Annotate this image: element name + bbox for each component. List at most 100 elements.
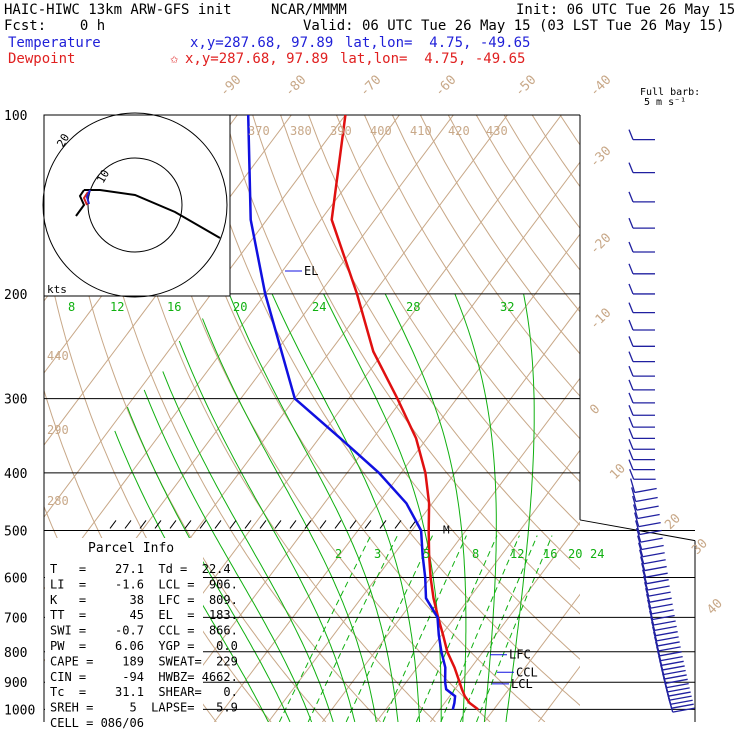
wind-barb-flag	[632, 495, 638, 511]
parcel-bg	[45, 538, 203, 722]
pressure-label: 1000	[4, 703, 35, 718]
mixing-ratio-label: 24	[590, 547, 604, 561]
dry-adiabat	[56, 115, 327, 722]
parcel-row: LI = -1.6 LCL = 906.	[50, 577, 238, 591]
parcel-row: T = 27.1 Td = 22.4	[50, 562, 231, 576]
dry-adiabat	[112, 115, 436, 722]
wind-barb-flag	[634, 512, 640, 527]
mixing-ratio-label: 20	[568, 547, 582, 561]
pressure-label: 900	[4, 676, 27, 691]
pressure-label: 800	[4, 646, 27, 661]
moist-adiabat	[454, 293, 497, 722]
wind-barb	[657, 641, 680, 647]
wind-barb-flag	[628, 283, 634, 295]
moist-adiabat	[323, 293, 442, 722]
wind-barb-flag	[628, 459, 634, 470]
hodograph-ring-label: 20	[54, 132, 72, 150]
hodograph-trace-red	[82, 191, 89, 206]
hash-mark	[259, 520, 267, 529]
parcel-info-box: Parcel Info T = 27.1 Td = 22.4LI = -1.6 L…	[45, 538, 238, 730]
wind-barb	[648, 591, 671, 597]
wind-barb	[672, 707, 695, 713]
dry-adiabat	[588, 115, 740, 722]
wind-barb	[661, 660, 684, 666]
wind-barb-flag	[628, 319, 634, 331]
parcel-row: SREH = 5 LAPSE= 5.9	[50, 701, 238, 715]
wind-barb	[667, 687, 690, 693]
forecast-hour: Fcst: 0 h	[4, 18, 106, 34]
mixing-ratio-line	[415, 535, 498, 722]
wind-barb-flag	[628, 217, 634, 229]
wind-barb	[643, 559, 666, 565]
moist-adiabat	[143, 389, 313, 722]
hodograph-ring-label: 10	[94, 168, 112, 186]
moist-adiabat	[271, 293, 421, 722]
theta-label: 400	[370, 124, 392, 138]
hash-mark	[154, 520, 162, 529]
wind-barb	[658, 646, 681, 652]
mixing-ratio-label: 8	[68, 300, 75, 314]
dewpoint-xy: x,y=287.68, 97.89	[185, 51, 329, 67]
isotherm-label: -90	[217, 73, 244, 100]
pressure-label: 600	[4, 572, 27, 587]
isotherm-line	[44, 115, 346, 518]
mixing-ratio-label: 32	[500, 300, 514, 314]
mixing-ratio-line	[440, 535, 520, 722]
moist-adiabat	[228, 293, 399, 722]
mixing-ratio-label: 16	[167, 300, 181, 314]
wind-barb-flag	[628, 438, 634, 450]
ccl-marker: CCL	[516, 665, 538, 679]
wind-barb-flag	[628, 263, 634, 275]
wind-barb	[650, 603, 673, 609]
theta-label: 380	[290, 124, 312, 138]
moist-adiabat	[505, 293, 535, 722]
hash-mark	[184, 520, 192, 529]
mixing-ratio-lines	[114, 293, 553, 722]
dry-adiabat	[196, 115, 580, 706]
wind-barb-flag	[628, 302, 634, 313]
dry-adiabat	[308, 115, 580, 526]
wind-barbs: Full barb:5 m s⁻¹	[628, 87, 700, 713]
wind-barb	[636, 505, 659, 511]
isotherm-label: -50	[512, 73, 539, 100]
theta-label: 390	[330, 124, 352, 138]
wind-barb-flag	[642, 569, 648, 584]
wind-barb	[642, 552, 665, 558]
pressure-label: 300	[4, 393, 27, 408]
mixing-ratio-label: 2	[335, 547, 342, 561]
wind-barb	[659, 651, 682, 657]
wind-barb	[671, 703, 694, 709]
dry-adiabat	[252, 115, 580, 615]
dry-adiabat	[336, 115, 580, 483]
hash-mark	[379, 520, 387, 529]
wind-barb	[634, 487, 657, 494]
hash-mark	[334, 520, 342, 529]
isotherm-label: -80	[282, 73, 309, 100]
isotherm-label: -10	[587, 306, 614, 333]
wind-barb	[665, 678, 688, 684]
wind-barb	[647, 585, 670, 591]
wind-barb-flag	[633, 504, 639, 519]
wind-barb-flag	[644, 581, 650, 597]
wind-barb	[644, 565, 667, 572]
dewpoint-legend: Dewpoint	[8, 51, 76, 67]
parcel-row: PW = 6.06 YGP = 0.0	[50, 639, 238, 653]
mixing-ratio-label: 20	[233, 300, 247, 314]
wind-barb	[666, 682, 689, 689]
dry-adiabat	[391, 115, 580, 397]
isotherm-label: -70	[357, 73, 384, 100]
temperature-xy: x,y=287.68, 97.89	[190, 35, 334, 51]
wind-barb-flag	[628, 449, 634, 460]
hash-mark	[169, 520, 177, 529]
theta-label: 370	[248, 124, 270, 138]
isotherm-label: 30	[689, 536, 711, 558]
lcl-marker: LCL	[511, 677, 533, 691]
wind-barb	[651, 609, 674, 615]
dry-adiabat	[140, 115, 491, 722]
mixing-ratio-label: 8	[472, 547, 479, 561]
wind-barb	[652, 614, 675, 621]
wind-barb	[646, 579, 669, 585]
isotherm-line	[537, 665, 580, 722]
wind-barb-flag	[645, 588, 651, 603]
parcel-row: TT = 45 EL = 183.	[50, 608, 238, 622]
